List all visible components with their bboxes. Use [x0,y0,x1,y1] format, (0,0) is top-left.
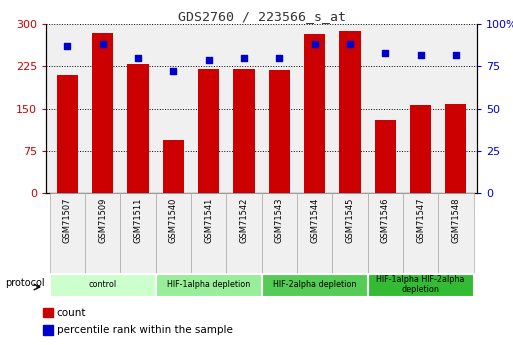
Bar [50,274,155,296]
Point [205,57,213,62]
Text: GSM71541: GSM71541 [204,197,213,243]
Bar [233,69,254,193]
Text: count: count [57,308,86,317]
Text: GSM71507: GSM71507 [63,197,72,243]
Bar [304,34,325,193]
Text: control: control [89,280,117,289]
Point [98,42,107,47]
Bar [155,193,191,273]
Text: HIF-1alpha HIF-2alpha
depletion: HIF-1alpha HIF-2alpha depletion [377,275,465,294]
Bar [121,193,155,273]
Bar [374,120,396,193]
Bar [262,193,297,273]
Point [169,69,177,74]
Text: GSM71543: GSM71543 [275,197,284,243]
Text: GSM71548: GSM71548 [451,197,460,243]
Text: GSM71547: GSM71547 [416,197,425,243]
Bar [85,193,121,273]
Bar [50,193,85,273]
Text: GSM71545: GSM71545 [345,197,354,243]
Bar [92,32,113,193]
Text: GSM71511: GSM71511 [133,197,143,243]
Point [240,55,248,61]
Point [346,42,354,47]
Point [381,50,389,56]
Point [310,42,319,47]
Bar [339,31,361,193]
Point [275,55,283,61]
Text: GSM71542: GSM71542 [240,197,248,243]
Bar [198,69,219,193]
Bar [262,274,367,296]
Bar [127,63,149,193]
Bar [445,104,466,193]
Bar [297,193,332,273]
Bar [57,75,78,193]
Text: HIF-1alpha depletion: HIF-1alpha depletion [167,280,250,289]
Bar [410,105,431,193]
Bar [403,193,438,273]
Bar [269,70,290,193]
Text: HIF-2alpha depletion: HIF-2alpha depletion [273,280,357,289]
Bar [43,308,53,317]
Bar [163,140,184,193]
Point [134,55,142,61]
Point [63,43,71,49]
Point [417,52,425,57]
Text: percentile rank within the sample: percentile rank within the sample [57,325,233,335]
Bar [191,193,226,273]
Bar [438,193,473,273]
Text: GSM71546: GSM71546 [381,197,390,243]
Bar [332,193,368,273]
Bar [226,193,262,273]
Point [452,52,460,57]
Bar [156,274,261,296]
Text: GSM71544: GSM71544 [310,197,319,243]
Title: GDS2760 / 223566_s_at: GDS2760 / 223566_s_at [177,10,346,23]
Bar [368,193,403,273]
Text: GSM71540: GSM71540 [169,197,178,243]
Text: protocol: protocol [5,278,45,288]
Bar [368,274,473,296]
Text: GSM71509: GSM71509 [98,197,107,243]
Bar [43,325,53,335]
